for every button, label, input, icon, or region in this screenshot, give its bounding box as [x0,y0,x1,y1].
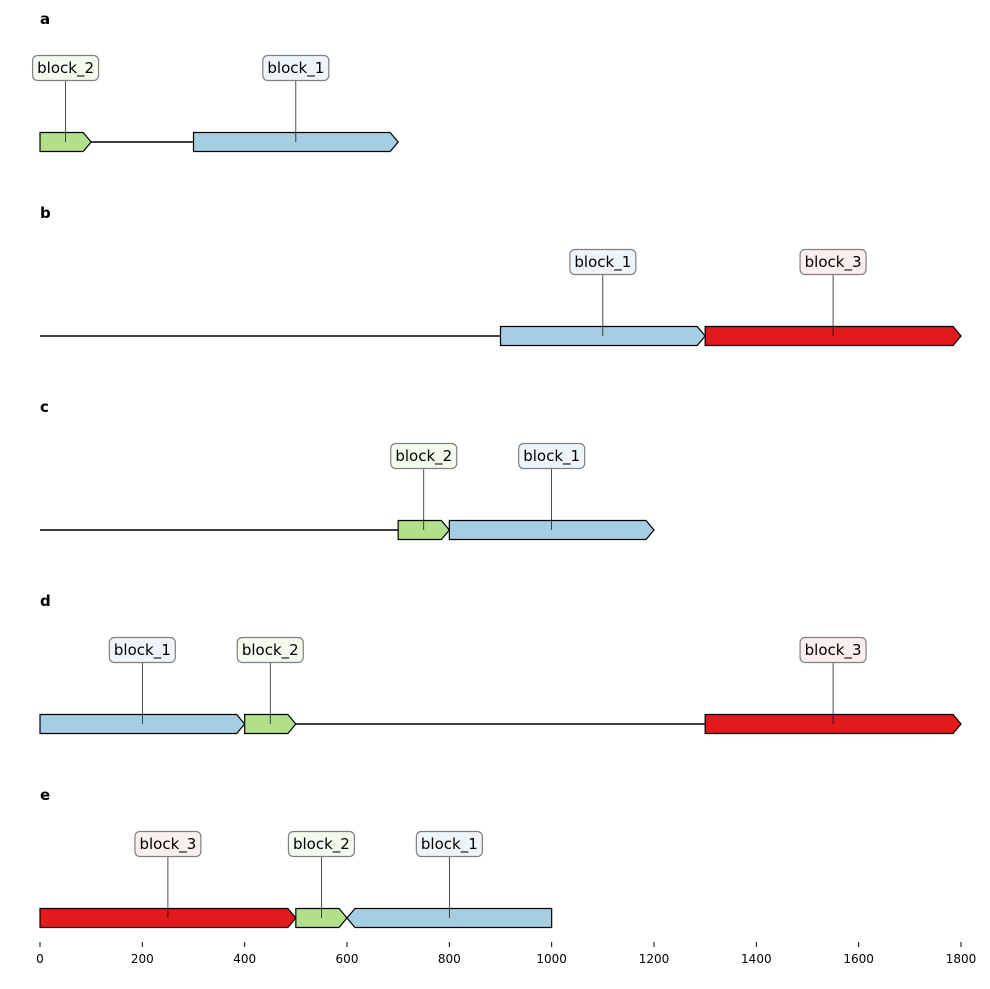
block-label-text: block_1 [267,59,324,78]
block-label-block_3: block_3 [799,636,867,664]
block-label-block_1: block_1 [518,442,586,470]
label-box [236,636,304,664]
block-label-block_3: block_3 [134,830,202,858]
x-tick-label: 1600 [843,952,874,966]
label-box [262,54,330,82]
x-tick-label: 1000 [536,952,567,966]
block-label-block_3: block_3 [799,248,867,276]
block-label-block_2: block_2 [31,54,100,82]
block-label-block_1: block_1 [108,636,176,664]
block-label-text: block_2 [37,59,94,78]
panel-label: d [40,592,51,610]
label-box [31,54,100,82]
block-label-text: block_1 [114,641,171,660]
panel-label: a [40,10,50,28]
label-box [108,636,176,664]
x-tick-label: 1200 [639,952,670,966]
block-label-block_1: block_1 [415,830,483,858]
panel-label: e [40,786,50,804]
block-label-text: block_2 [242,641,299,660]
label-box [799,636,867,664]
panel-e: e block_3 block_2 block_1 [39,786,553,929]
panel-d: d block_1 block_2 block_3 [39,592,962,735]
label-box [415,830,483,858]
block-label-text: block_1 [523,447,580,466]
label-box [799,248,867,276]
x-axis: 0 200 400 600 800 1000 1200 1400 1600 1800 [36,942,976,966]
block-label-block_2: block_2 [390,442,458,470]
label-box [390,442,458,470]
panel-c: c block_2 block_1 [40,398,655,541]
x-tick-label: 0 [36,952,44,966]
block-label-text: block_2 [395,447,452,466]
block-label-text: block_1 [574,253,631,272]
block-label-text: block_3 [139,835,196,854]
panel-label: b [40,204,51,222]
label-box [518,442,586,470]
panel-a: a block_2 block_1 [31,10,399,153]
block-label-block_1: block_1 [262,54,330,82]
panel-b: b block_1 block_3 [40,204,962,347]
block-label-block_1: block_1 [569,248,637,276]
label-box [134,830,202,858]
x-tick-label: 600 [336,952,359,966]
label-box [569,248,637,276]
block-label-text: block_2 [293,835,350,854]
label-box [287,830,356,858]
block-label-block_2: block_2 [236,636,304,664]
block-label-text: block_3 [805,641,862,660]
x-tick-label: 400 [233,952,256,966]
block-label-block_2: block_2 [287,830,356,858]
x-tick-label: 200 [131,952,154,966]
x-tick-label: 800 [438,952,461,966]
x-tick-label: 1400 [741,952,772,966]
block-label-text: block_3 [805,253,862,272]
panel-label: c [40,398,49,416]
block-label-text: block_1 [421,835,478,854]
x-tick-label: 1800 [946,952,977,966]
